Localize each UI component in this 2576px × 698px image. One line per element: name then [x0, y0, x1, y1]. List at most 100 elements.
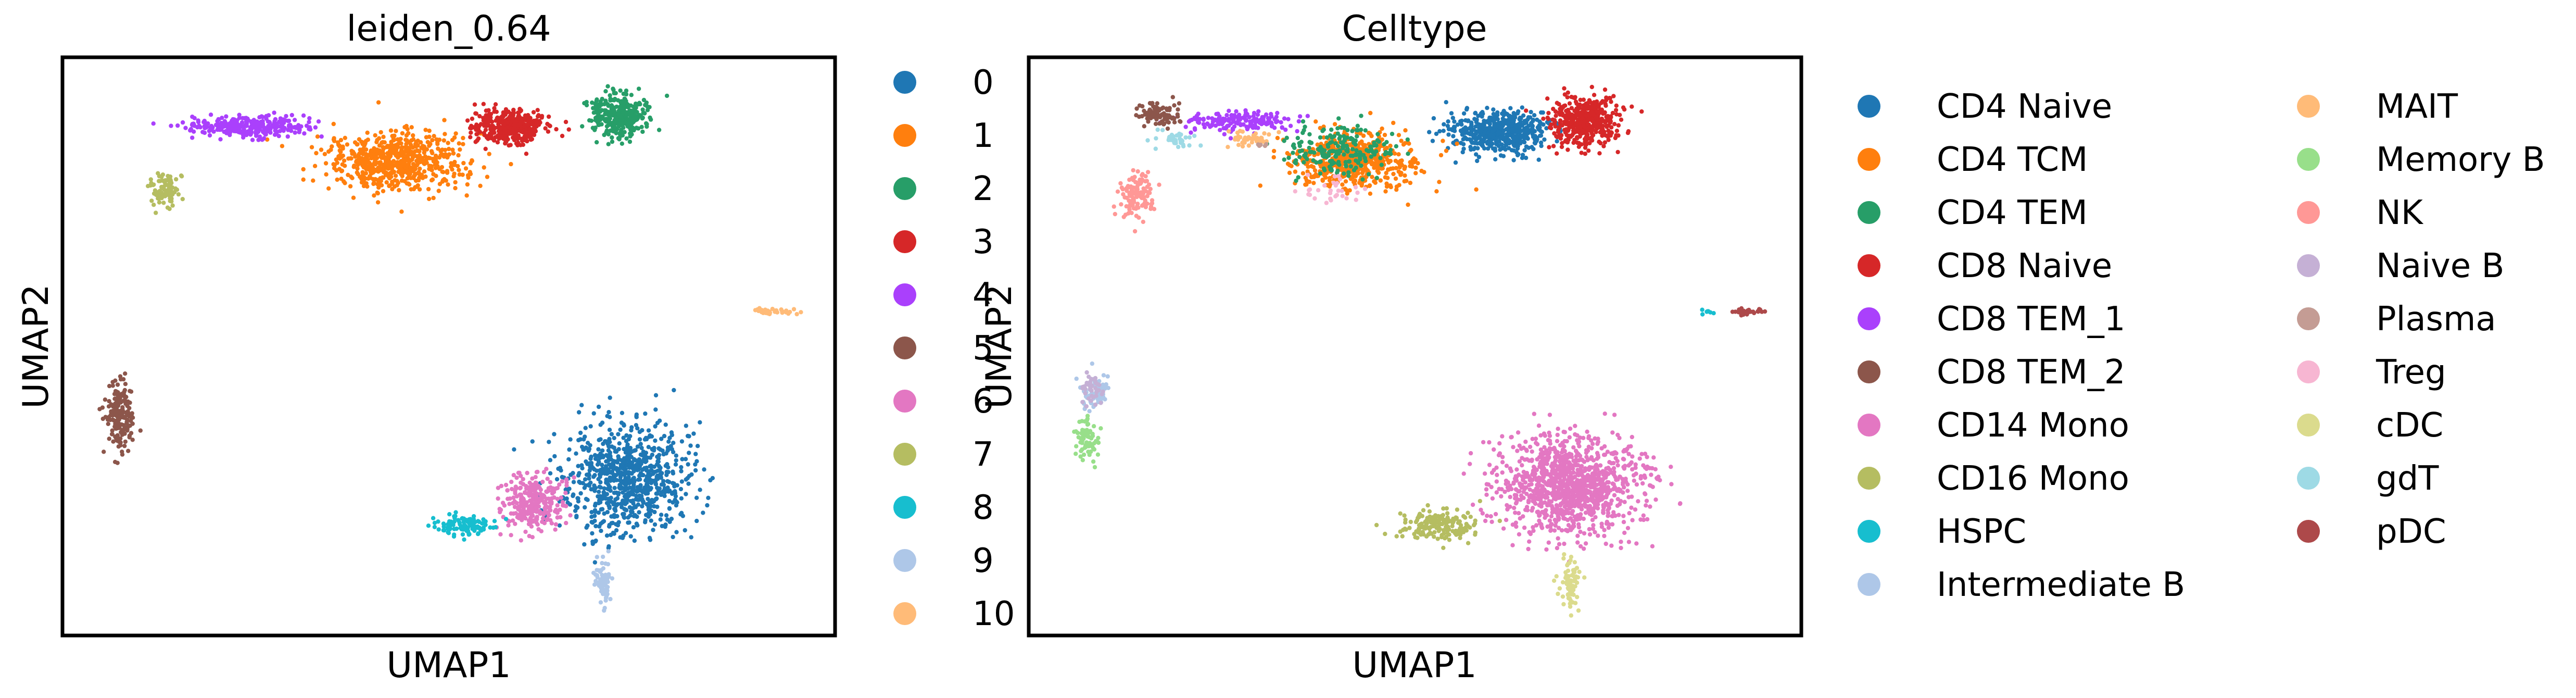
scatter-point	[1497, 130, 1502, 135]
scatter-point	[523, 131, 528, 136]
scatter-point	[464, 193, 469, 198]
scatter-point	[547, 440, 551, 444]
scatter-point	[372, 193, 376, 198]
scatter-point	[154, 192, 158, 197]
scatter-point	[165, 205, 170, 210]
scatter-point	[352, 140, 358, 145]
scatter-point	[1300, 171, 1306, 176]
scatter-point	[343, 135, 347, 140]
scatter-point	[627, 109, 632, 114]
cluster-4	[151, 110, 324, 142]
scatter-point	[174, 177, 179, 182]
scatter-point	[234, 123, 238, 128]
scatter-point	[123, 382, 128, 387]
scatter-point	[604, 459, 609, 464]
scatter-point	[446, 182, 450, 187]
scatter-point	[407, 173, 411, 178]
scatter-point	[161, 201, 166, 205]
scatter-point	[1547, 145, 1551, 149]
scatter-point	[589, 463, 594, 468]
scatter-point	[548, 508, 553, 513]
scatter-point	[641, 457, 646, 462]
scatter-point	[636, 126, 641, 131]
scatter-point	[1441, 139, 1445, 143]
scatter-point	[1493, 157, 1498, 161]
scatter-point	[533, 475, 538, 480]
scatter-point	[163, 193, 168, 197]
scatter-point	[1283, 127, 1288, 132]
scatter-point	[686, 481, 691, 486]
scatter-point	[120, 429, 125, 434]
scatter-point	[784, 308, 789, 313]
scatter-point	[583, 477, 588, 482]
scatter-point	[647, 469, 652, 473]
scatter-point	[1312, 168, 1318, 173]
scatter-point	[693, 468, 698, 473]
scatter-point	[450, 167, 454, 172]
scatter-point	[120, 413, 124, 417]
scatter-point	[1576, 144, 1581, 149]
scatter-point	[394, 162, 398, 167]
scatter-point	[1498, 136, 1502, 141]
scatter-point	[1577, 121, 1582, 126]
scatter-point	[1625, 130, 1631, 135]
scatter-point	[640, 107, 645, 112]
scatter-point	[665, 479, 670, 484]
scatter-point	[381, 189, 386, 194]
scatter-point	[377, 143, 382, 148]
scatter-point	[540, 519, 545, 524]
scatter-point	[651, 470, 656, 475]
scatter-point	[1580, 110, 1584, 115]
scatter-point	[659, 513, 664, 517]
scatter-point	[1335, 131, 1340, 136]
scatter-point	[1368, 191, 1373, 196]
scatter-point	[201, 120, 206, 124]
scatter-point	[1294, 178, 1298, 183]
scatter-point	[244, 132, 249, 138]
scatter-point	[590, 531, 595, 536]
scatter-point	[564, 477, 569, 482]
scatter-point	[652, 479, 657, 484]
scatter-point	[159, 191, 164, 195]
scatter-point	[576, 410, 582, 415]
scatter-point	[411, 174, 416, 179]
scatter-point	[375, 190, 380, 195]
scatter-point	[1589, 138, 1595, 143]
legend-item: 8	[893, 489, 994, 527]
scatter-point	[543, 126, 548, 131]
scatter-point	[629, 93, 634, 97]
scatter-point	[1622, 107, 1627, 112]
scatter-point	[1445, 123, 1450, 128]
scatter-point	[1477, 133, 1482, 139]
scatter-point	[121, 423, 126, 428]
scatter-point	[1363, 165, 1368, 170]
scatter-point	[1396, 133, 1401, 138]
scatter-point	[640, 497, 645, 502]
scatter-point	[1575, 140, 1580, 145]
scatter-point	[1493, 123, 1497, 128]
scatter-point	[1639, 109, 1644, 114]
scatter-point	[351, 165, 356, 169]
scatter-point	[399, 141, 403, 146]
scatter-point	[508, 114, 512, 119]
scatter-point	[1565, 95, 1570, 99]
scatter-point	[1511, 148, 1516, 153]
scatter-point	[453, 131, 458, 136]
scatter-point	[599, 108, 604, 113]
scatter-point	[1506, 126, 1511, 131]
scatter-point	[574, 514, 579, 518]
scatter-point	[1430, 139, 1435, 143]
scatter-point	[598, 451, 603, 456]
scatter-point	[635, 426, 640, 431]
scatter-point	[1321, 135, 1326, 140]
scatter-point	[1475, 158, 1480, 164]
scatter-point	[1522, 131, 1527, 135]
scatter-point	[1558, 136, 1563, 141]
scatter-point	[234, 129, 238, 134]
scatter-point	[609, 514, 614, 519]
scatter-point	[1346, 170, 1351, 175]
scatter-point	[168, 198, 172, 203]
scatter-point	[663, 464, 668, 468]
scatter-point	[503, 482, 509, 488]
scatter-point	[674, 453, 679, 458]
